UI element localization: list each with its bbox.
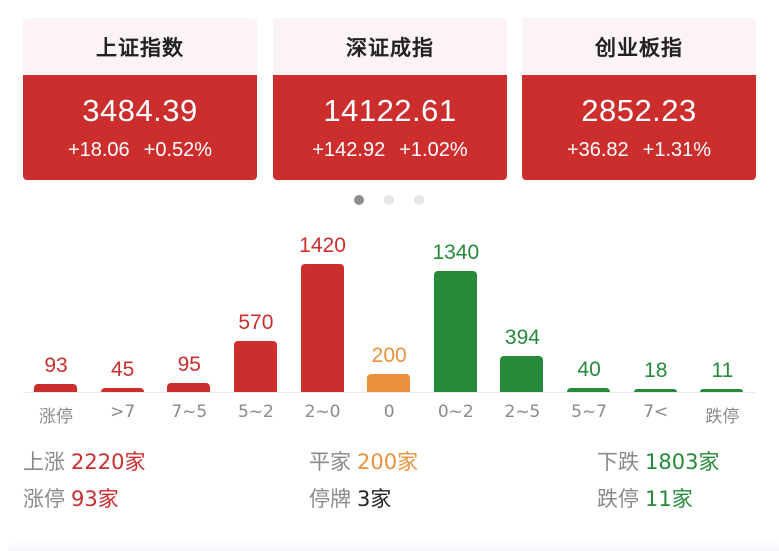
bar-value: 18 bbox=[644, 359, 668, 382]
index-quote: 2852.23 +36.82 +1.31% bbox=[522, 75, 756, 180]
pager-dot-3[interactable] bbox=[414, 195, 424, 205]
bar-category-label: 涨停 bbox=[39, 407, 73, 427]
next-section-edge bbox=[8, 540, 779, 551]
bar-category-label: 0~2 bbox=[437, 402, 474, 422]
index-change-pct: +0.52% bbox=[143, 139, 213, 161]
bar-value: 1340 bbox=[432, 241, 480, 264]
index-quote: 14122.61 +142.92 +1.02% bbox=[273, 75, 507, 180]
bar-category-label: 跌停 bbox=[705, 407, 740, 427]
bar-category-label: 7< bbox=[643, 402, 669, 422]
summary-value: 11家 bbox=[645, 487, 693, 511]
bar-column[interactable]: 93 涨停 bbox=[23, 220, 89, 430]
index-change: +142.92 bbox=[312, 139, 386, 161]
bar-value: 11 bbox=[711, 359, 734, 382]
bar-category-label: 5~2 bbox=[237, 402, 274, 422]
index-quote: 3484.39 +18.06 +0.52% bbox=[23, 75, 257, 180]
summary-label: 上涨 bbox=[23, 450, 65, 474]
chart-baseline bbox=[23, 392, 756, 393]
bar bbox=[700, 389, 744, 392]
bar-category-label: 0 bbox=[383, 402, 395, 422]
bar bbox=[100, 388, 144, 392]
summary-label: 下跌 bbox=[597, 450, 639, 474]
bar-value: 40 bbox=[577, 358, 601, 381]
bar bbox=[567, 388, 611, 392]
bar-column[interactable]: 1420 2~0 bbox=[290, 220, 356, 430]
bar bbox=[433, 271, 477, 392]
bar bbox=[300, 264, 344, 392]
bar bbox=[167, 383, 211, 392]
index-change-pct: +1.31% bbox=[642, 139, 712, 161]
index-change-row: +142.92 +1.02% bbox=[273, 138, 507, 162]
market-breadth-summary: 上涨 2220家 平家 200家 下跌 1803家 涨停 93家 停牌 3家 跌停 11家 bbox=[23, 447, 756, 527]
bar bbox=[233, 341, 277, 392]
index-price: 14122.61 bbox=[323, 93, 457, 128]
summary-value: 3家 bbox=[357, 487, 392, 511]
bar-column[interactable]: 200 0 bbox=[356, 220, 422, 430]
bar bbox=[500, 356, 544, 392]
bar-value: 95 bbox=[177, 353, 201, 376]
bar-value: 93 bbox=[44, 354, 68, 377]
bar-value: 45 bbox=[110, 358, 135, 381]
bar bbox=[367, 374, 411, 392]
summary-value: 200家 bbox=[357, 450, 419, 474]
summary-flat: 平家 200家 bbox=[309, 447, 418, 477]
carousel-pager bbox=[0, 195, 779, 205]
summary-down: 下跌 1803家 bbox=[597, 447, 719, 477]
summary-label: 停牌 bbox=[309, 487, 351, 511]
index-change: +36.82 bbox=[566, 139, 629, 161]
index-change-row: +18.06 +0.52% bbox=[23, 138, 257, 162]
pager-dot-1[interactable] bbox=[354, 195, 364, 205]
index-name: 深证成指 bbox=[273, 18, 507, 75]
rise-fall-distribution-chart: 93 涨停 45 >7 95 7~5 570 5~2 1420 2~0 200 0 1340 0~2 394… bbox=[23, 220, 756, 430]
index-card-shenzhen[interactable]: 深证成指 14122.61 +142.92 +1.02% bbox=[273, 18, 507, 180]
bar-column[interactable]: 394 2~5 bbox=[489, 220, 555, 430]
bar-column[interactable]: 18 7< bbox=[623, 220, 689, 430]
index-name: 创业板指 bbox=[522, 18, 756, 75]
summary-limit-down: 跌停 11家 bbox=[597, 484, 693, 514]
index-change-pct: +1.02% bbox=[399, 139, 468, 161]
bar bbox=[633, 389, 677, 392]
summary-label: 跌停 bbox=[597, 487, 639, 511]
bar-value: 570 bbox=[238, 311, 274, 334]
pager-dot-2[interactable] bbox=[384, 195, 394, 205]
summary-label: 涨停 bbox=[23, 487, 65, 511]
bar-column[interactable]: 1340 0~2 bbox=[423, 220, 489, 430]
bar-value: 200 bbox=[371, 344, 407, 367]
bar-column[interactable]: 11 跌停 bbox=[689, 220, 755, 430]
bar-category-label: >7 bbox=[110, 402, 136, 422]
index-card-chinext[interactable]: 创业板指 2852.23 +36.82 +1.31% bbox=[522, 18, 756, 180]
index-change: +18.06 bbox=[67, 139, 130, 161]
index-name: 上证指数 bbox=[23, 18, 257, 75]
summary-suspended: 停牌 3家 bbox=[309, 484, 391, 514]
bar-category-label: 2~0 bbox=[304, 402, 341, 422]
summary-limit-up: 涨停 93家 bbox=[23, 484, 119, 514]
index-card-shanghai[interactable]: 上证指数 3484.39 +18.06 +0.52% bbox=[23, 18, 257, 180]
summary-label: 平家 bbox=[309, 450, 351, 474]
summary-value: 2220家 bbox=[71, 450, 146, 474]
bar-column[interactable]: 95 7~5 bbox=[156, 220, 222, 430]
bar-value: 1420 bbox=[299, 234, 346, 257]
bar-category-label: 2~5 bbox=[504, 402, 541, 422]
bar-column[interactable]: 570 5~2 bbox=[223, 220, 289, 430]
index-price: 3484.39 bbox=[82, 93, 198, 128]
summary-up: 上涨 2220家 bbox=[23, 447, 145, 477]
bar-category-label: 7~5 bbox=[171, 402, 208, 422]
bar bbox=[34, 384, 77, 392]
summary-value: 1803家 bbox=[645, 450, 720, 474]
bar-value: 394 bbox=[504, 326, 540, 349]
bar-category-label: 5~7 bbox=[571, 402, 608, 422]
index-price: 2852.23 bbox=[581, 93, 697, 128]
index-cards: 上证指数 3484.39 +18.06 +0.52% 深证成指 14122.61 … bbox=[23, 18, 756, 180]
index-change-row: +36.82 +1.31% bbox=[522, 138, 756, 162]
summary-value: 93家 bbox=[71, 487, 119, 511]
bar-column[interactable]: 45 >7 bbox=[90, 220, 156, 430]
bar-column[interactable]: 40 5~7 bbox=[556, 220, 622, 430]
